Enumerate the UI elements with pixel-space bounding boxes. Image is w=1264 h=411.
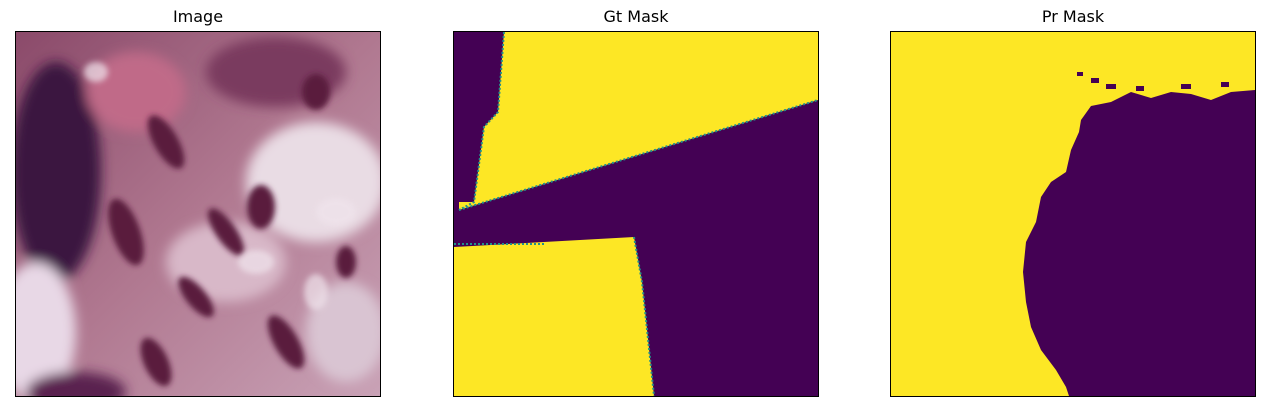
image-panel: Image bbox=[15, 0, 381, 411]
pr-mask-panel: Pr Mask bbox=[890, 0, 1256, 411]
histology-image bbox=[15, 31, 381, 397]
gt-mask-image bbox=[453, 31, 819, 397]
panel-title-image: Image bbox=[172, 7, 224, 26]
panel-title-gt-mask: Gt Mask bbox=[603, 7, 669, 26]
gt-mask-panel: Gt Mask bbox=[453, 0, 819, 411]
pr-mask-image bbox=[890, 31, 1256, 397]
panel-title-pr-mask: Pr Mask bbox=[1041, 7, 1105, 26]
